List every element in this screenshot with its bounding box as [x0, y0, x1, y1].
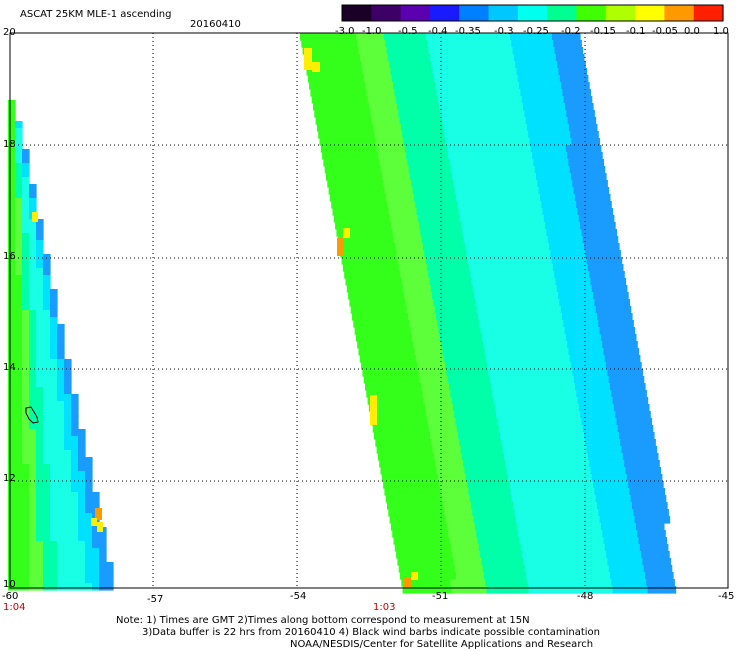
east-swath: [300, 33, 677, 594]
colorbar-frame: [341, 4, 724, 22]
west-swath: [8, 100, 114, 591]
colorbar-segment: [664, 5, 695, 21]
product-title: ASCAT 25KM MLE-1 ascending: [20, 9, 172, 20]
colorbar-label: -0.4: [428, 26, 448, 37]
swath-highlight: [304, 48, 312, 70]
map-frame: [9, 32, 729, 589]
colorbar-label: -3.0: [335, 26, 355, 37]
lon-label: -54: [290, 591, 307, 602]
lat-label: 18: [3, 139, 16, 150]
colorbar-segment: [693, 5, 724, 21]
colorbar-segment: [547, 5, 578, 21]
lat-label: 12: [3, 473, 16, 484]
lon-label: -57: [147, 594, 164, 605]
colorbar-label: -0.35: [455, 26, 481, 37]
lat-lon-grid: [10, 33, 728, 588]
scatterometer-swaths: [8, 33, 677, 594]
colorbar-segment: [517, 5, 548, 21]
lat-label: 20: [3, 27, 16, 38]
colorbar-segment: [605, 5, 636, 21]
colorbar-label: -0.3: [494, 26, 514, 37]
colorbar-label: 1.0: [713, 26, 729, 37]
lon-label: -51: [432, 591, 449, 602]
swath-highlight: [343, 228, 350, 238]
lon-label: -60: [2, 591, 19, 602]
product-date: 20160410: [190, 19, 241, 30]
swath-highlight: [337, 238, 344, 256]
colorbar-segment: [635, 5, 665, 21]
colorbar-segment: [459, 5, 490, 21]
colorbar-label: -0.1: [626, 26, 646, 37]
colorbar-label: -0.05: [652, 26, 678, 37]
lat-label: 16: [3, 251, 16, 262]
footer-credit: NOAA/NESDIS/Center for Satellite Applica…: [290, 639, 594, 650]
colorbar-label: -1.0: [362, 26, 382, 37]
time-label: 1:04: [3, 602, 26, 613]
lon-label: -45: [718, 591, 735, 602]
time-label: 1:03: [373, 602, 396, 613]
swath-highlight: [411, 572, 418, 580]
swath-highlight: [97, 522, 103, 532]
colorbar: [341, 4, 724, 22]
swath-highlight: [370, 395, 377, 425]
footer-note-1: Note: 1) Times are GMT 2)Times along bot…: [116, 615, 530, 626]
lat-label: 10: [3, 579, 16, 590]
footer-note-2: 3)Data buffer is 22 hrs from 20160410 4)…: [142, 627, 600, 638]
barbados-outline: [25, 406, 39, 424]
colorbar-segment: [400, 5, 431, 21]
lat-label: 14: [3, 362, 16, 373]
colorbar-segment: [429, 5, 460, 21]
swath-highlight: [32, 212, 38, 222]
swath-highlight: [95, 508, 102, 520]
colorbar-segment: [342, 5, 372, 21]
colorbar-segment: [488, 5, 519, 21]
colorbar-segment: [371, 5, 402, 21]
swath-highlight: [404, 578, 412, 588]
colorbar-label: 0.0: [684, 26, 700, 37]
swath-highlight: [312, 62, 320, 72]
colorbar-label: -0.25: [523, 26, 549, 37]
colorbar-label: -0.5: [398, 26, 418, 37]
colorbar-segment: [576, 5, 607, 21]
colorbar-label: -0.2: [561, 26, 581, 37]
swath-highlight: [91, 518, 97, 526]
colorbar-label: -0.15: [590, 26, 616, 37]
lon-label: -48: [577, 591, 594, 602]
